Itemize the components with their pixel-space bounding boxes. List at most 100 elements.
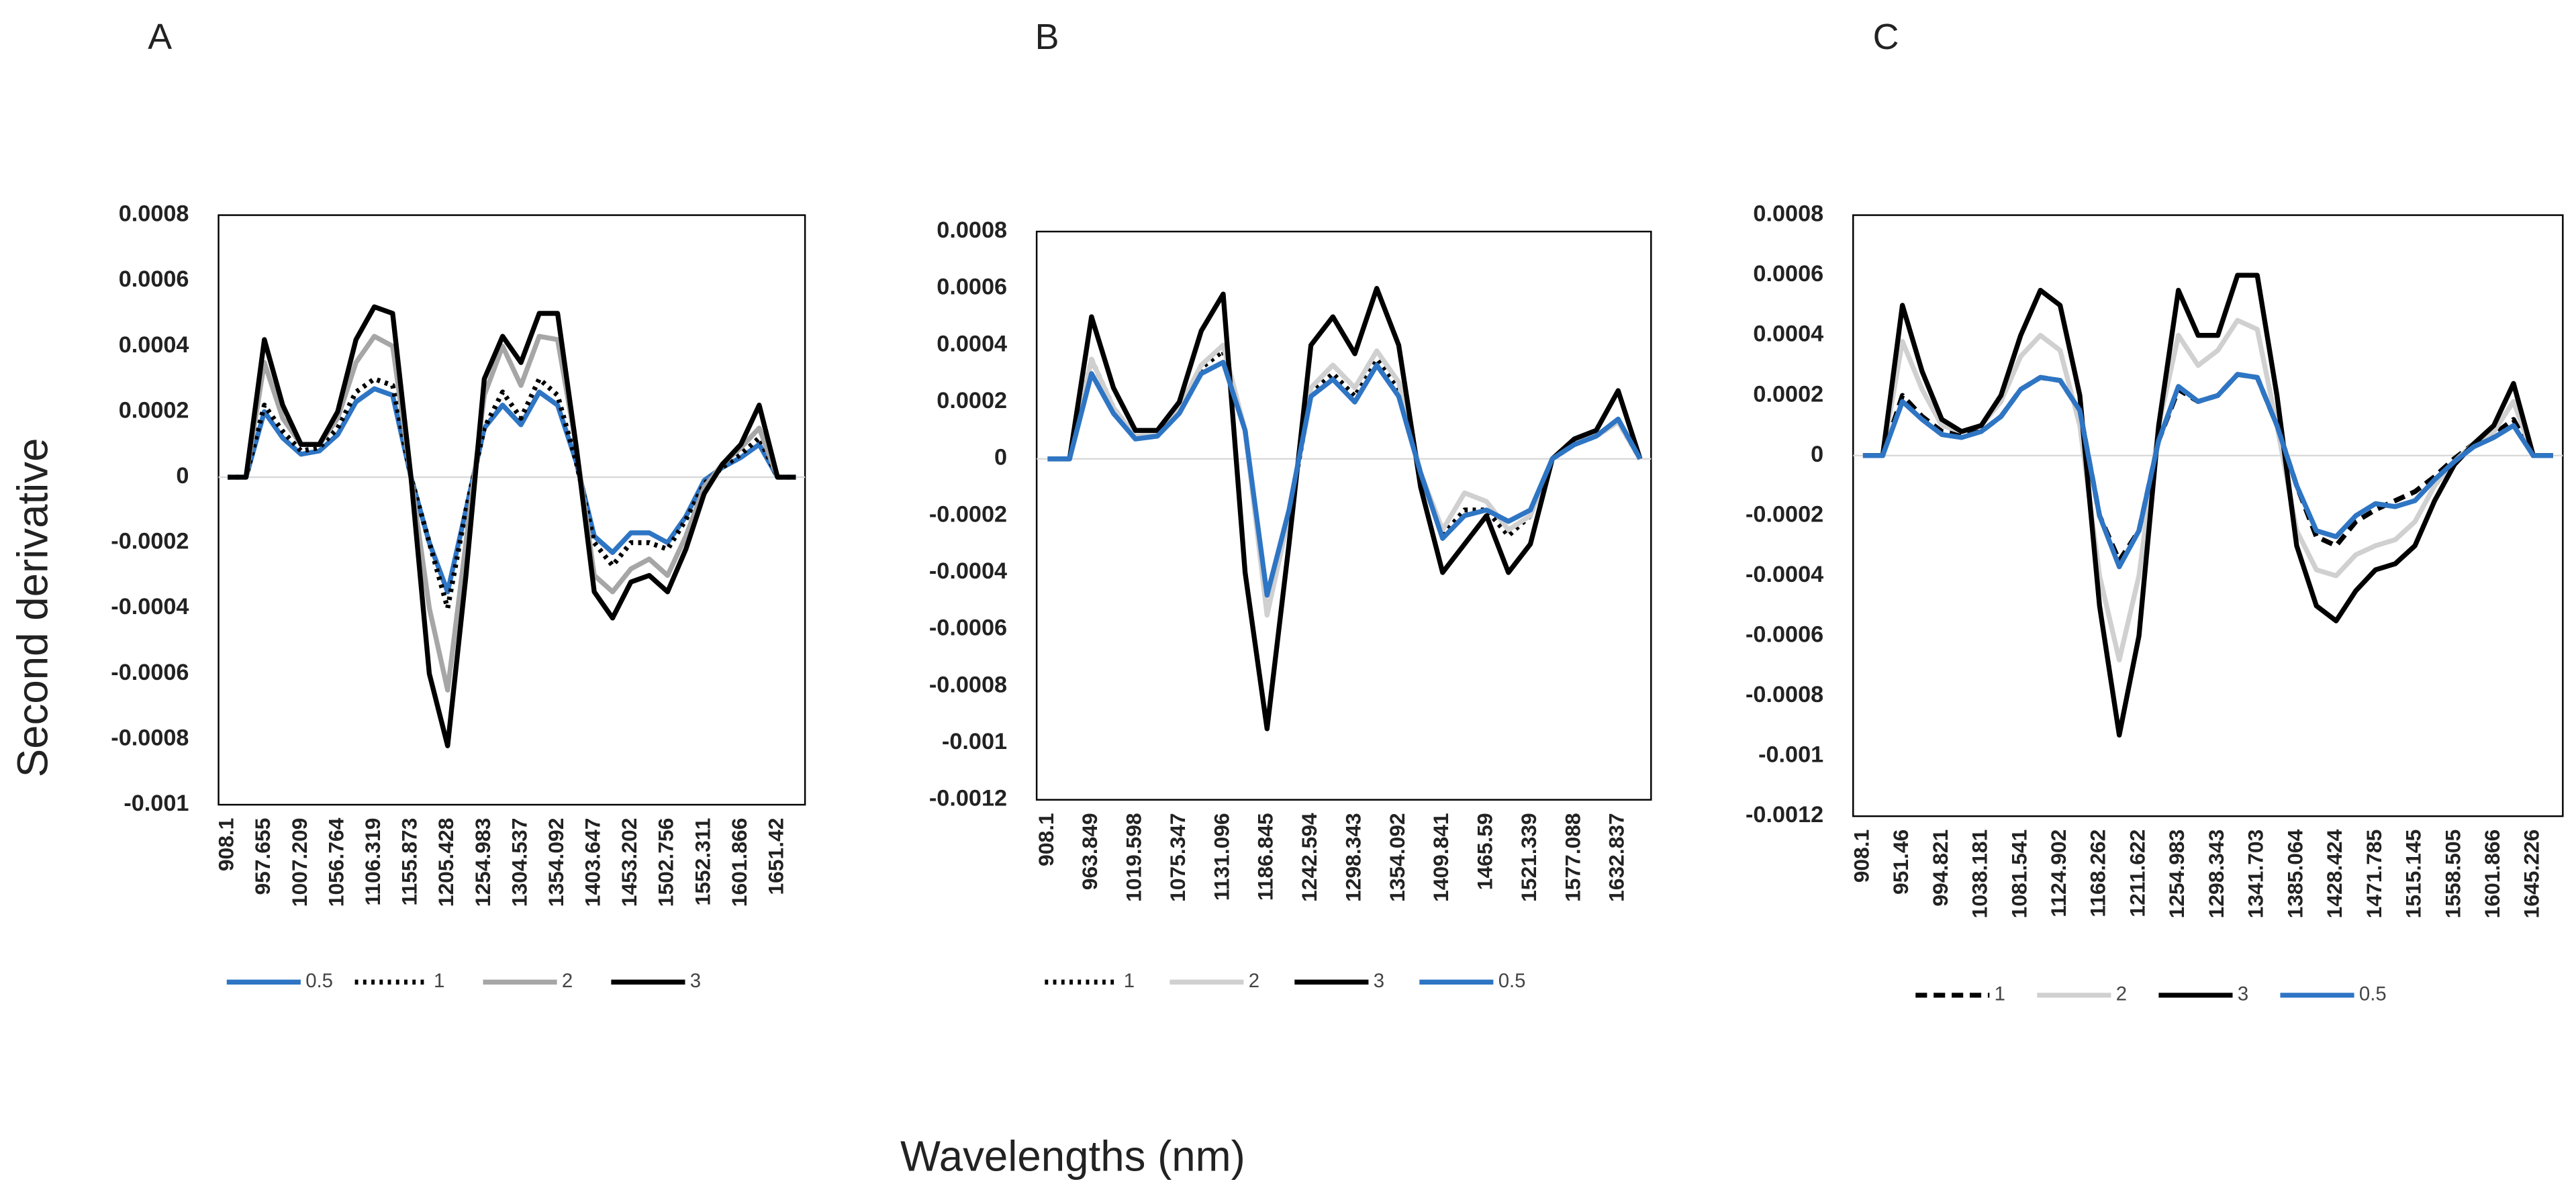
x-tick-label: 1242.594 (1297, 813, 1321, 902)
series-line (228, 304, 796, 748)
y-tick-label: -0.0006 (1746, 622, 1823, 648)
y-tick-label: -0.001 (1758, 742, 1823, 768)
series-line (1047, 286, 1643, 732)
y-tick-label: -0.0006 (111, 660, 189, 685)
x-tick-label: 1007.209 (287, 818, 312, 907)
plot-area (218, 214, 806, 806)
x-tick-label: 963.849 (1078, 813, 1102, 890)
x-tick-label: 1124.902 (2046, 830, 2070, 917)
series-line (1047, 360, 1643, 598)
legend-label: 0.5 (305, 970, 333, 992)
x-tick-label: 1521.339 (1517, 813, 1541, 902)
plot-area (1852, 214, 2564, 817)
y-tick-label: 0.0004 (119, 332, 189, 358)
x-tick-label: 1515.145 (2401, 830, 2426, 919)
x-tick-label: 1131.096 (1209, 813, 1233, 901)
x-tick-label: 1304.537 (507, 818, 531, 907)
x-tick-label: 1254.983 (2164, 830, 2189, 919)
x-tick-label: 1211.622 (2125, 830, 2149, 917)
y-tick-label: 0.0008 (937, 217, 1007, 243)
panel-title: A (148, 17, 172, 57)
x-tick-label: 1465.59 (1473, 813, 1497, 890)
x-tick-label: 951.46 (1889, 830, 1913, 895)
series-line (1862, 372, 2553, 570)
legend-label: 0.5 (1498, 970, 1526, 992)
x-tick-label: 1601.866 (2480, 830, 2504, 919)
y-tick-label: -0.0002 (111, 529, 189, 554)
x-tick-label: 1354.092 (544, 818, 568, 907)
x-tick-label: 1019.598 (1122, 813, 1146, 902)
y-tick-label: -0.0012 (1746, 802, 1823, 828)
x-tick-label: 1385.064 (2283, 829, 2307, 918)
x-tick-label: 1298.343 (2204, 830, 2228, 919)
plot-area (1035, 230, 1652, 801)
y-tick-label: -0.0002 (929, 501, 1007, 527)
y-axis-title: Second derivative (9, 438, 57, 778)
y-tick-label: 0 (1811, 442, 1823, 467)
x-tick-label: 1168.262 (2086, 830, 2110, 917)
x-tick-label: 1651.42 (764, 818, 788, 895)
y-tick-label: -0.001 (942, 729, 1007, 754)
x-axis-title: Wavelengths (nm) (900, 1132, 1245, 1180)
x-tick-label: 957.655 (250, 818, 275, 895)
y-tick-label: 0.0006 (1753, 261, 1823, 287)
x-tick-label: 1298.343 (1341, 813, 1365, 902)
legend-label: 0.5 (2359, 983, 2387, 1005)
y-tick-label: -0.001 (124, 791, 189, 816)
panel-title: C (1873, 17, 1899, 57)
x-tick-label: 1552.311 (690, 818, 714, 906)
legend-label: 1 (1124, 970, 1135, 992)
y-tick-label: -0.0006 (929, 615, 1007, 641)
x-tick-label: 1601.866 (727, 818, 751, 907)
y-tick-label: 0.0006 (937, 274, 1007, 300)
x-tick-label: 1155.873 (397, 818, 422, 906)
x-tick-label: 1577.088 (1560, 813, 1584, 902)
x-tick-label: 1453.202 (617, 818, 641, 907)
x-tick-label: 908.1 (1034, 813, 1058, 866)
y-tick-label: 0.0004 (937, 331, 1007, 356)
y-tick-label: 0.0004 (1753, 321, 1823, 347)
legend-label: 2 (562, 970, 573, 992)
legend-label: 3 (690, 970, 701, 992)
x-tick-label: 1428.424 (2322, 829, 2346, 918)
y-tick-label: 0.0002 (119, 397, 189, 423)
legend-label: 1 (434, 970, 444, 992)
x-tick-label: 1038.181 (1968, 830, 1992, 919)
x-tick-label: 994.821 (1928, 830, 1952, 907)
series-line (228, 386, 796, 595)
x-tick-label: 1341.703 (2244, 830, 2268, 919)
legend-label: 1 (1995, 983, 2005, 1005)
x-tick-label: 1403.647 (581, 818, 605, 907)
x-tick-label: 1106.319 (361, 818, 385, 906)
y-tick-label: -0.0008 (1746, 682, 1823, 707)
y-tick-label: 0.0008 (1753, 201, 1823, 227)
x-tick-label: 1056.764 (324, 817, 348, 907)
y-tick-label: -0.0008 (929, 672, 1007, 697)
x-tick-label: 1205.428 (434, 818, 458, 907)
y-tick-label: 0.0002 (937, 388, 1007, 413)
x-tick-label: 1081.541 (2007, 830, 2031, 919)
x-tick-label: 1186.845 (1253, 813, 1278, 901)
x-tick-label: 1632.837 (1605, 813, 1629, 902)
y-tick-label: 0.0008 (119, 201, 189, 227)
legend-label: 3 (2238, 983, 2248, 1005)
legend-label: 2 (2116, 983, 2127, 1005)
y-tick-label: -0.0008 (111, 725, 189, 750)
x-tick-label: 1354.092 (1385, 813, 1409, 902)
panel-title: B (1035, 17, 1059, 57)
x-tick-label: 1558.505 (2440, 830, 2465, 919)
y-tick-label: -0.0004 (929, 558, 1007, 584)
y-tick-label: 0 (176, 463, 189, 489)
y-tick-label: -0.0004 (111, 594, 189, 619)
y-tick-label: 0 (994, 445, 1007, 470)
x-tick-label: 1645.226 (2520, 830, 2544, 919)
x-tick-label: 1075.347 (1165, 813, 1190, 902)
x-tick-label: 1502.756 (654, 818, 678, 907)
legend-label: 2 (1249, 970, 1259, 992)
y-tick-label: 0.0002 (1753, 381, 1823, 407)
x-tick-label: 1471.785 (2362, 830, 2386, 919)
y-tick-label: -0.0002 (1746, 501, 1823, 527)
x-tick-label: 908.1 (1849, 830, 1873, 883)
